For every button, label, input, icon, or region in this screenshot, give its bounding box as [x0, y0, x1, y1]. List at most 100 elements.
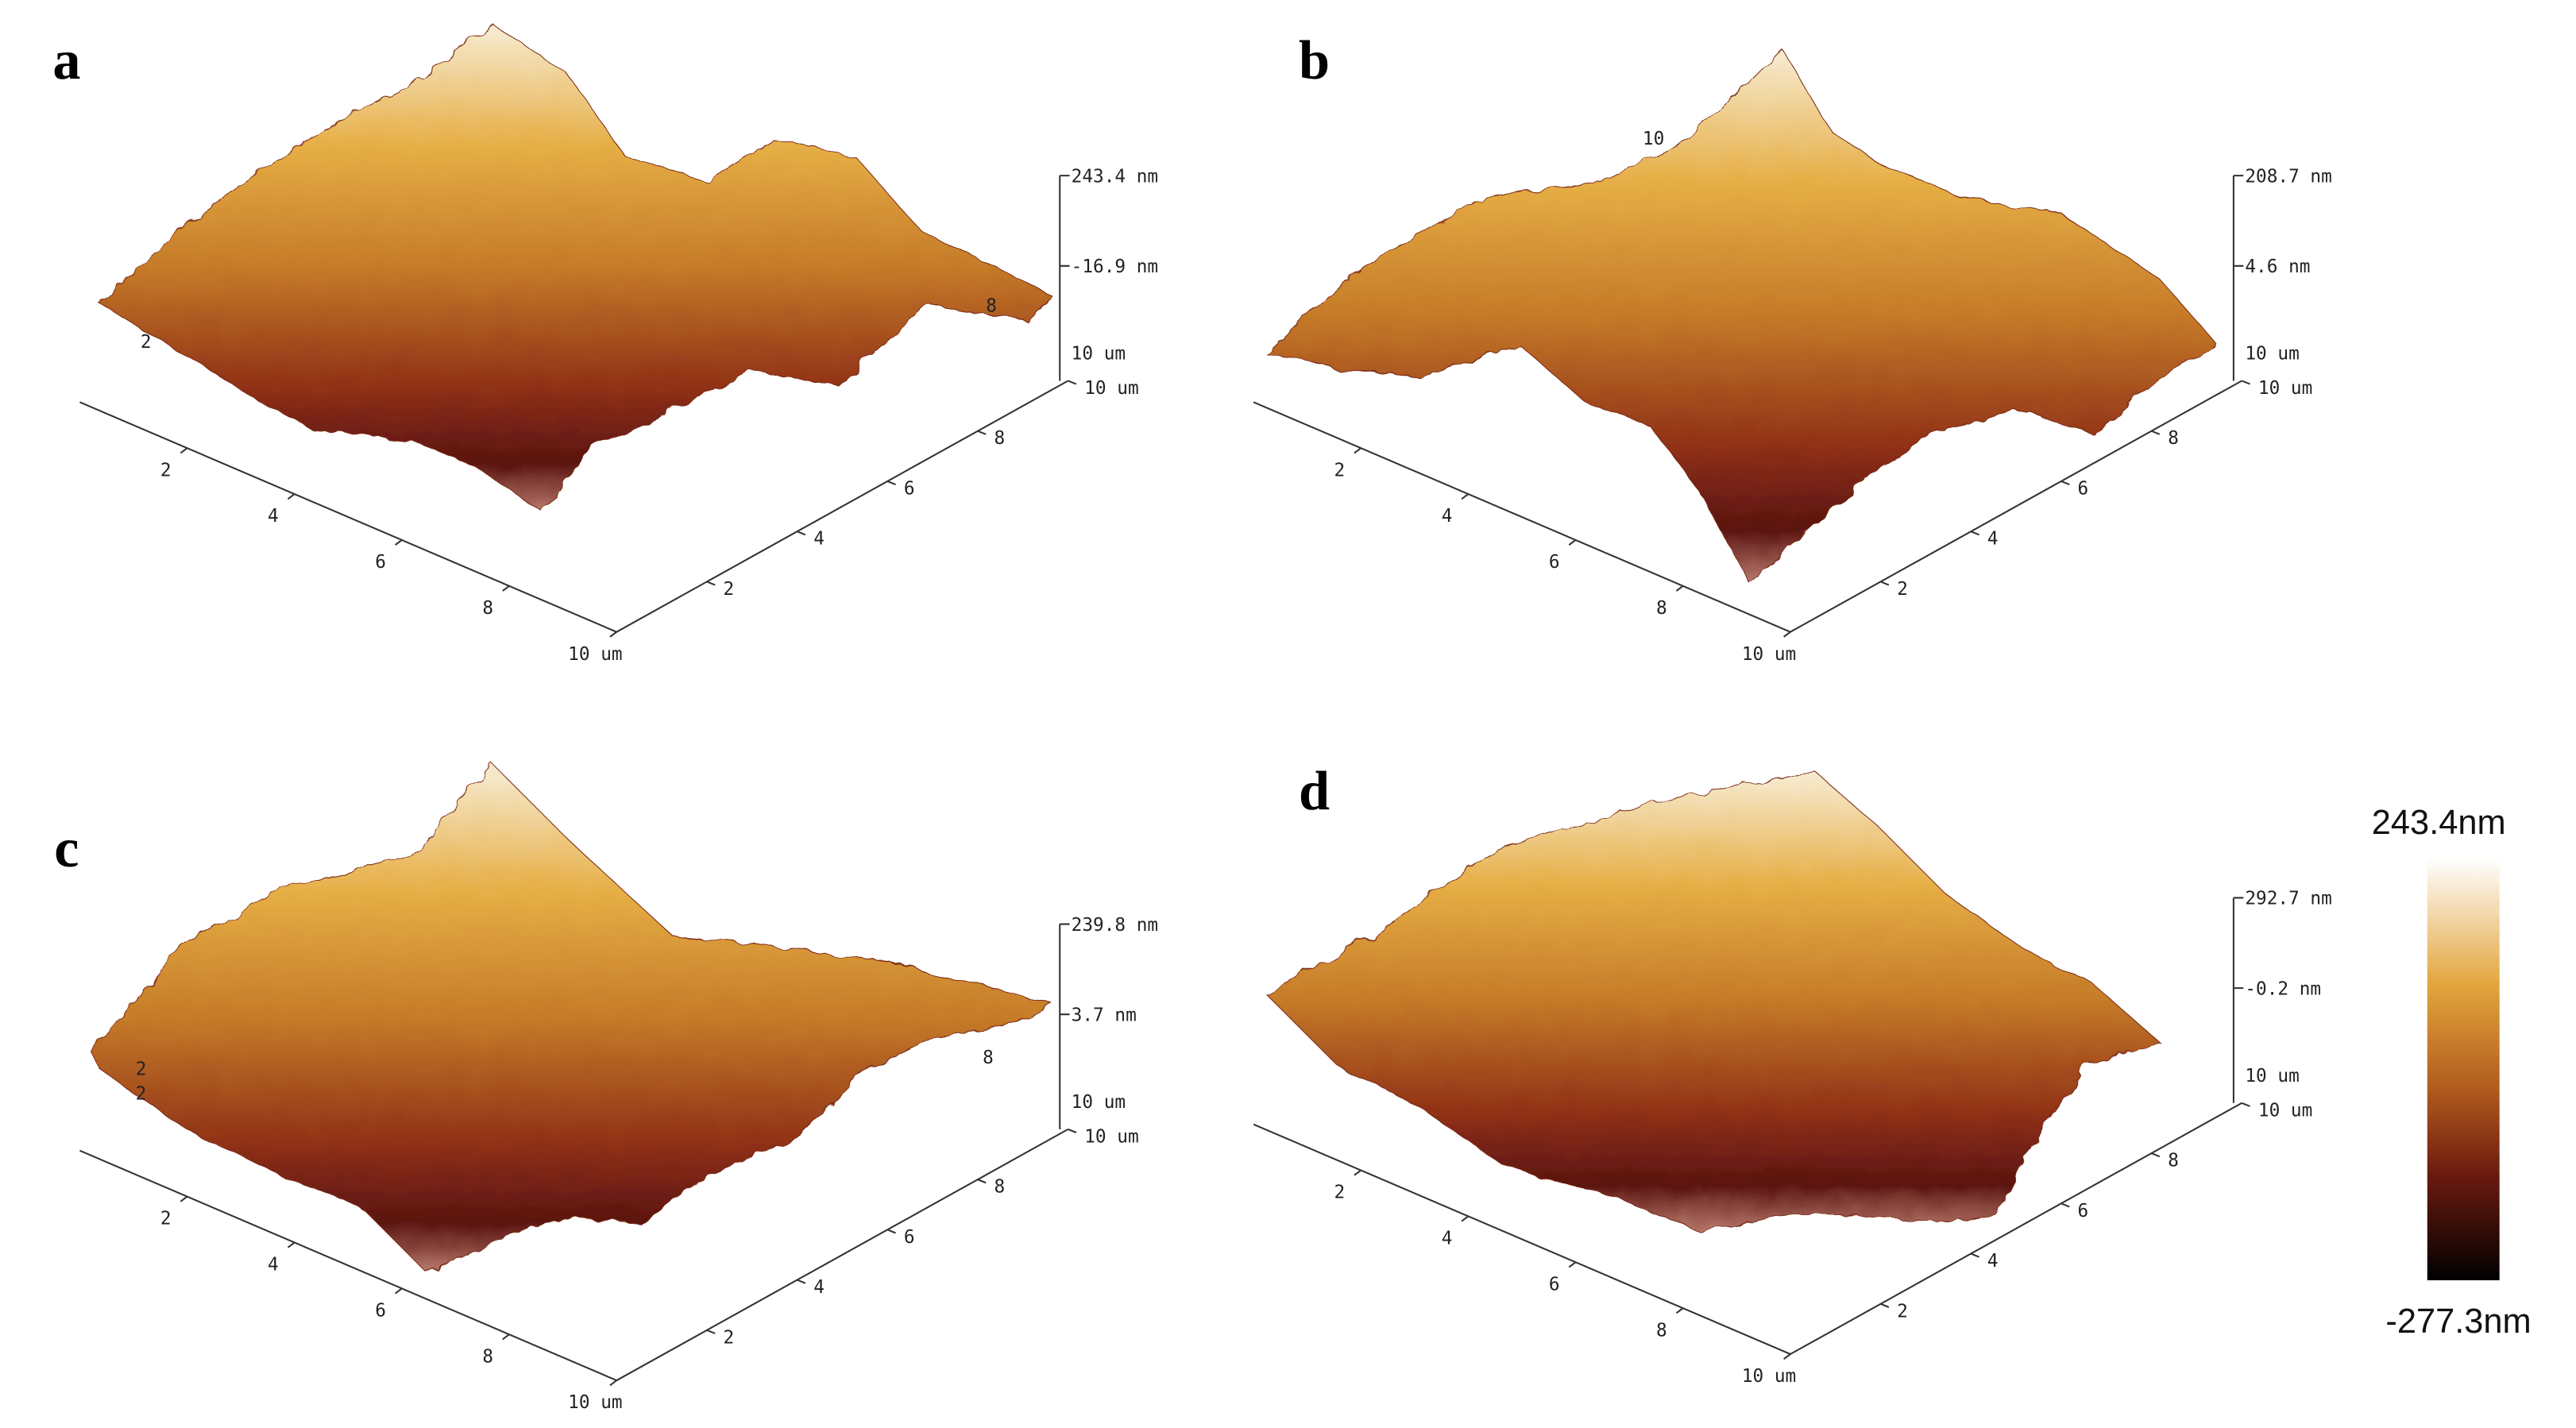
y-tick-label: 8: [2168, 428, 2179, 449]
tick-mark: [1970, 531, 1979, 536]
tick-mark: [1568, 1261, 1577, 1268]
tick-mark: [1068, 1128, 1077, 1133]
tick-mark: [2241, 1102, 2250, 1107]
tick-mark: [2241, 380, 2250, 385]
y-tick-label: 6: [2078, 1201, 2089, 1222]
tick-mark: [886, 480, 896, 486]
tick-mark: [180, 1195, 188, 1202]
y-tick-label: 4: [813, 529, 825, 550]
tick-mark: [977, 1179, 987, 1184]
x-tick-label: 2: [1334, 1183, 1346, 1203]
x-tick-label: 2: [1334, 460, 1346, 481]
tick-mark: [1970, 1252, 1979, 1258]
colorbar: [2427, 858, 2500, 1280]
tick-mark: [2151, 430, 2161, 435]
z-label: -16.9 nm: [1072, 257, 1158, 277]
x-tick-label: 2: [160, 1209, 172, 1229]
x-tick-label: 8: [1656, 598, 1667, 619]
x-tick-label: 4: [268, 1255, 279, 1276]
tick-mark: [609, 631, 617, 638]
z-label: -0.2 nm: [2245, 978, 2321, 999]
x-tick-label: 4: [1442, 506, 1453, 527]
tick-mark: [2060, 1202, 2070, 1208]
back-tick-label: 8: [983, 1048, 994, 1068]
tick-mark: [1461, 1215, 1470, 1222]
tick-mark: [1461, 493, 1470, 500]
tick-mark: [2060, 480, 2070, 486]
tick-mark: [1675, 1307, 1684, 1314]
y-tick-label: 8: [2168, 1151, 2179, 1171]
panel: 2 4 6 8 10 um 2 4 6 8 10 um 239.8 nm 3.7 nm 10 um 2 8: [79, 764, 1158, 1413]
x-tick-label: 6: [375, 1300, 386, 1321]
y-tick-label: 6: [904, 1227, 915, 1248]
tick-mark: [1675, 585, 1684, 592]
panel-label: a: [52, 29, 80, 91]
y-tick-label: 2: [724, 1327, 735, 1348]
z-label: 10 um: [2245, 1066, 2299, 1086]
x-tick-label: 8: [1656, 1320, 1667, 1341]
surface: [98, 24, 1052, 513]
back-tick-label: 8: [986, 296, 997, 317]
tick-mark: [502, 1333, 510, 1341]
y-tick-label: 8: [994, 428, 1006, 449]
z-label: 4.6 nm: [2245, 257, 2310, 277]
z-label: 10 um: [2245, 344, 2299, 365]
tick-mark: [797, 1279, 806, 1284]
z-label: 292.7 nm: [2245, 889, 2331, 909]
y-tick-label: 2: [1897, 579, 1908, 600]
y-tick-label: 4: [1987, 1251, 1999, 1272]
tick-mark: [395, 539, 403, 546]
tick-mark: [1068, 380, 1077, 385]
back-tick-label: 10: [1643, 129, 1664, 149]
colorbar-min: -277.3nm: [2385, 1303, 2531, 1341]
y-tick-label: 2: [1897, 1301, 1908, 1322]
x-tick-label: 10 um: [568, 644, 622, 665]
x-tick-label: 10 um: [568, 1392, 622, 1413]
tick-mark: [287, 493, 295, 500]
tick-mark: [1568, 539, 1577, 546]
back-tick-label: 2: [136, 1059, 147, 1080]
surface: [1264, 770, 2161, 1232]
surface: [91, 764, 1053, 1275]
tick-mark: [1783, 631, 1791, 638]
x-tick-label: 10 um: [1742, 1366, 1796, 1387]
z-label: 243.4 nm: [1072, 166, 1158, 187]
y-tick-label: 8: [994, 1177, 1006, 1198]
y-tick-label: 6: [904, 478, 915, 499]
y-tick-label: 4: [813, 1277, 825, 1298]
x-tick-label: 8: [482, 598, 493, 619]
tick-mark: [2151, 1152, 2161, 1158]
back-tick-label: 2: [136, 1084, 147, 1105]
y-tick-label: 10 um: [1084, 378, 1138, 399]
panel-label: c: [54, 817, 79, 879]
tick-mark: [1880, 1303, 1890, 1308]
tick-mark: [1783, 1353, 1791, 1360]
z-label: 3.7 nm: [1072, 1005, 1137, 1025]
tick-mark: [1354, 447, 1361, 454]
y-tick-label: 2: [724, 579, 735, 600]
x-tick-label: 4: [268, 506, 279, 527]
y-tick-label: 10 um: [1084, 1126, 1138, 1147]
x-tick-label: 6: [1549, 1274, 1560, 1295]
tick-mark: [886, 1229, 896, 1234]
tick-mark: [609, 1380, 617, 1387]
y-tick-label: 6: [2078, 478, 2089, 499]
tick-mark: [395, 1287, 403, 1295]
x-tick-label: 2: [160, 460, 172, 481]
panel: 2 4 6 8 10 um 2 4 6 8 10 um 208.7 nm 4.6 nm 10 um 10: [1253, 48, 2332, 665]
tick-mark: [180, 447, 188, 454]
tick-mark: [1880, 581, 1890, 586]
x-tick-label: 6: [375, 552, 386, 573]
z-label: 208.7 nm: [2245, 166, 2331, 187]
tick-mark: [1354, 1169, 1361, 1176]
tick-mark: [797, 531, 806, 536]
z-label: 10 um: [1072, 1092, 1126, 1113]
x-tick-label: 4: [1442, 1229, 1453, 1249]
x-tick-label: 8: [482, 1346, 493, 1367]
y-tick-label: 10 um: [2258, 1100, 2312, 1121]
x-tick-label: 6: [1549, 552, 1560, 573]
panel-label: d: [1299, 760, 1330, 822]
tick-mark: [706, 581, 716, 586]
